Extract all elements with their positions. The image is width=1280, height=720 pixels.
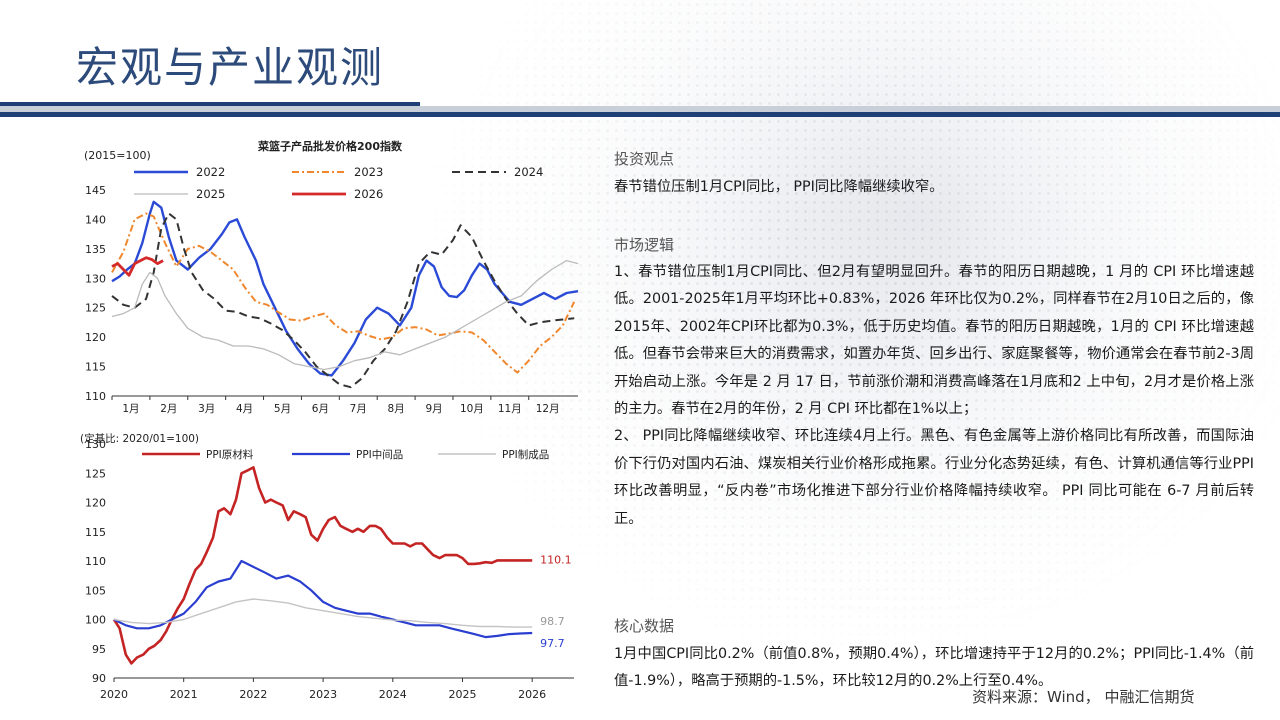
header-divider: [0, 112, 1280, 117]
chart-top-x-tick-label: 8月: [388, 403, 405, 415]
legend-label-2024: 2024: [514, 165, 543, 179]
legend-label-2023: 2023: [354, 165, 383, 179]
header-divider-light: [0, 106, 1280, 112]
chart-bottom-y-tick-label: 105: [85, 584, 106, 597]
chart-top-x-tick-label: 5月: [274, 403, 291, 415]
vegetable-basket-index-chart: 菜篮子产品批发价格200指数 (2015=100) 110 115 120 125 130 1…: [70, 128, 590, 428]
chart-top-x-tick-label: 11月: [498, 403, 522, 415]
chart-top-y-tick-label: 110: [85, 390, 106, 403]
series-line-PPI原材料: [112, 466, 533, 665]
ppi-index-chart: (定基比: 2020/01=100) 90 95 100 105 110 115 120 125…: [70, 432, 590, 714]
chart-top-y-tick-label: 145: [85, 184, 106, 197]
end-value-label-PPI中间品: 97.7: [540, 637, 565, 650]
market-logic-point-2: 2、 PPI同比降幅继续收窄、环比连续4月上行。黑色、有色金属等上游价格同比有所…: [614, 428, 1254, 527]
chart-bottom-x-tick-label: 2024: [379, 688, 407, 701]
end-value-label-PPI制成品: 98.7: [540, 615, 565, 628]
core-data-text: 1月中国CPI同比0.2%（前值0.8%，预期0.4%），环比增速持平于12月的…: [614, 646, 1254, 690]
world-map-background: [360, 0, 1280, 720]
chart-top-y-tick-label: 120: [85, 331, 106, 344]
chart-bottom-x-tick-label: 2021: [170, 688, 198, 701]
chart-top-x-tick-label: 2月: [160, 403, 177, 415]
chart-top-y-tick-label: 135: [85, 243, 106, 256]
chart-top-x-tick-label: 12月: [536, 403, 560, 415]
legend-label-2025: 2025: [196, 187, 225, 201]
legend-label-PPI制成品: PPI制成品: [502, 448, 549, 461]
series-line-PPI制成品: [113, 598, 533, 628]
chart-bottom-x-tick-label: 2025: [448, 688, 476, 701]
legend-label-2022: 2022: [196, 165, 225, 179]
chart-top-y-tick-label: 125: [85, 302, 106, 315]
series-line-2026: [111, 256, 164, 277]
chart-bottom-y-tick-label: 125: [85, 467, 106, 480]
page-title: 宏观与产业观测: [76, 43, 385, 92]
chart-bottom-y-tick-label: 110: [85, 555, 106, 568]
chart-bottom-y-tick-label: 130: [85, 438, 106, 451]
investment-view-text: 春节错位压制1月CPI同比， PPI同比降幅继续收窄。: [614, 179, 944, 195]
chart-bottom-x-tick-label: 2020: [100, 688, 128, 701]
chart-top-x-tick-label: 1月: [122, 403, 139, 415]
legend-label-PPI原材料: PPI原材料: [206, 448, 254, 461]
chart-bottom-y-tick-label: 90: [92, 672, 106, 685]
chart-top-y-tick-label: 115: [85, 361, 106, 374]
chart-bottom-y-tick-label: 100: [85, 614, 106, 627]
chart-bottom-x-tick-label: 2022: [239, 688, 267, 701]
chart-top-svg: 菜篮子产品批发价格200指数 (2015=100) 110 115 120 125 130 1…: [84, 139, 579, 415]
end-value-label-PPI原材料: 110.1: [540, 553, 572, 566]
chart-top-x-tick-label: 10月: [460, 403, 484, 415]
legend-label-2026: 2026: [354, 187, 383, 201]
legend-label-PPI中间品: PPI中间品: [356, 448, 403, 461]
chart-top-x-tick-label: 7月: [350, 403, 367, 415]
chart-top-index-note: (2015=100): [84, 149, 151, 162]
section-title-market-logic: 市场逻辑: [614, 236, 675, 254]
chart-bottom-svg: (定基比: 2020/01=100) 90 95 100 105 110 115 120 125…: [80, 432, 574, 701]
chart-top-y-tick-label: 130: [85, 272, 106, 285]
chart-top-x-tick-label: 4月: [236, 403, 253, 415]
chart-bottom-y-tick-label: 95: [92, 643, 106, 656]
section-title-core-data: 核心数据: [614, 617, 675, 635]
chart-top-x-tick-label: 6月: [312, 403, 329, 415]
data-source-note: 资料来源：Wind， 中融汇信期货: [970, 686, 1197, 707]
chart-bottom-x-tick-label: 2026: [518, 688, 546, 701]
chart-top-y-tick-label: 140: [85, 213, 106, 226]
market-logic-text: 1、春节错位压制1月CPI同比、但2月有望明显回升。春节的阳历日期越晚，1 月的…: [614, 259, 1254, 533]
series-line-PPI中间品: [113, 559, 533, 639]
header-divider-accent: [0, 102, 420, 106]
series-line-2024: [111, 212, 575, 389]
chart-top-title: 菜篮子产品批发价格200指数: [257, 139, 403, 153]
series-line-2025: [111, 259, 579, 371]
market-logic-point-1: 1、春节错位压制1月CPI同比、但2月有望明显回升。春节的阳历日期越晚，1 月的…: [614, 264, 1254, 418]
chart-bottom-x-tick-label: 2023: [309, 688, 337, 701]
chart-bottom-y-tick-label: 120: [85, 497, 106, 510]
chart-bottom-y-tick-label: 115: [85, 526, 106, 539]
chart-top-x-tick-label: 3月: [198, 403, 215, 415]
chart-top-x-tick-label: 9月: [425, 403, 442, 415]
chart-bottom-note: (定基比: 2020/01=100): [80, 432, 199, 445]
series-line-2022: [111, 200, 579, 377]
section-title-investment-view: 投资观点: [614, 150, 675, 168]
